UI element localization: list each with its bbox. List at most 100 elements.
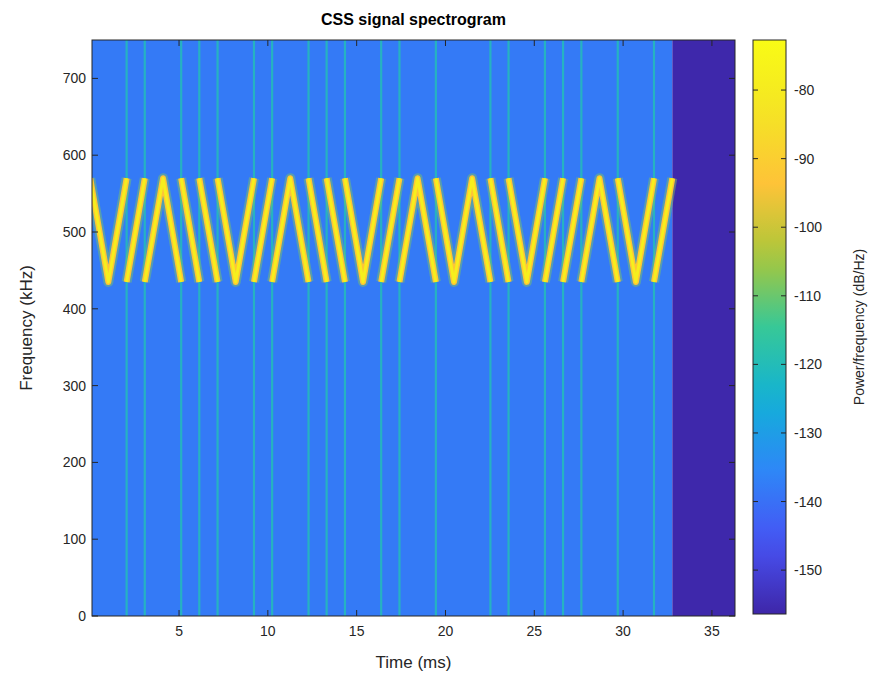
y-tick-label: 100: [63, 531, 87, 547]
colorbar-tick-label: -150: [794, 562, 822, 578]
y-tick: [729, 385, 735, 386]
y-tick: [92, 155, 98, 156]
x-tick: [356, 40, 357, 46]
jump-streak: [126, 40, 128, 616]
jump-streak: [307, 40, 309, 616]
plot-frame: [92, 40, 735, 616]
colorbar-tick: [781, 570, 786, 571]
y-tick: [729, 155, 735, 156]
x-tick-label: 5: [175, 623, 183, 639]
y-tick: [729, 232, 735, 233]
x-tick: [179, 40, 180, 46]
colorbar-tick: [753, 432, 758, 433]
colorbar-tick-label: -100: [794, 219, 822, 235]
x-tick: [711, 610, 712, 616]
y-tick: [92, 539, 98, 540]
y-tick-label: 200: [63, 454, 87, 470]
jump-streak: [544, 40, 546, 616]
y-tick: [729, 539, 735, 540]
colorbar-tick: [753, 158, 758, 159]
y-tick: [92, 385, 98, 386]
x-tick: [356, 610, 357, 616]
x-tick: [179, 610, 180, 616]
x-tick-label: 10: [260, 623, 276, 639]
ridge-glow: [92, 178, 672, 282]
jump-streak: [435, 40, 437, 616]
jump-streak: [180, 40, 182, 616]
colorbar-tick: [753, 501, 758, 502]
x-tick: [267, 40, 268, 46]
x-tick: [623, 610, 624, 616]
colorbar-title: Power/frequency (dB/Hz): [851, 249, 867, 405]
jump-streak: [653, 40, 655, 616]
jump-streak: [198, 40, 200, 616]
y-tick-label: 300: [63, 378, 87, 394]
y-axis-title: Frequency (kHz): [17, 265, 36, 391]
colorbar-tick-label: -140: [794, 494, 822, 510]
y-tick: [92, 78, 98, 79]
colorbar-tick: [753, 295, 758, 296]
colorbar-tick: [781, 158, 786, 159]
colorbar-tick: [781, 227, 786, 228]
colorbar-tick-label: -120: [794, 356, 822, 372]
empty-region: [672, 40, 735, 616]
jump-streak: [216, 40, 218, 616]
colorbar-tick: [753, 90, 758, 91]
x-tick: [534, 40, 535, 46]
jump-streak: [489, 40, 491, 616]
y-tick: [729, 616, 735, 617]
jump-streak: [580, 40, 582, 616]
plot-area: [92, 40, 735, 616]
colorbar-tick: [781, 432, 786, 433]
colorbar: [753, 40, 786, 614]
x-tick: [445, 610, 446, 616]
y-tick: [729, 462, 735, 463]
y-tick: [729, 78, 735, 79]
x-tick-label: 25: [526, 623, 542, 639]
x-tick-label: 35: [704, 623, 720, 639]
x-tick: [267, 610, 268, 616]
x-tick: [623, 40, 624, 46]
y-tick-label: 0: [78, 608, 86, 624]
ridge-glow: [92, 178, 672, 282]
colorbar-tick: [753, 570, 758, 571]
x-tick-label: 15: [349, 623, 365, 639]
jump-streak: [617, 40, 619, 616]
y-tick: [729, 308, 735, 309]
colorbar-tick-label: -90: [794, 151, 814, 167]
x-axis-title: Time (ms): [376, 653, 452, 672]
colorbar-tick: [753, 227, 758, 228]
colorbar-tick: [781, 364, 786, 365]
y-tick-label: 500: [63, 224, 87, 240]
x-tick-label: 20: [438, 623, 454, 639]
chart: 5 10 15 20 25 30 35 0 100 200 300 400 500 600 700 CSS s…: [0, 0, 886, 690]
x-tick: [711, 40, 712, 46]
noise-background: [92, 40, 672, 616]
y-tick: [92, 308, 98, 309]
x-tick: [534, 610, 535, 616]
y-tick: [92, 232, 98, 233]
colorbar-tick: [781, 295, 786, 296]
jump-streak: [562, 40, 564, 616]
chirp-ridge: [92, 178, 672, 282]
jump-streak: [144, 40, 146, 616]
jump-streak: [253, 40, 255, 616]
x-tick-label: 30: [615, 623, 631, 639]
y-tick-label: 700: [63, 70, 87, 86]
jump-streak: [380, 40, 382, 616]
colorbar-tick-label: -110: [794, 288, 821, 304]
jump-streak: [326, 40, 328, 616]
y-tick-label: 600: [63, 147, 87, 163]
colorbar-frame: [753, 40, 786, 614]
x-tick: [445, 40, 446, 46]
colorbar-tick-label: -80: [794, 82, 814, 98]
y-tick: [92, 616, 98, 617]
colorbar-tick: [781, 501, 786, 502]
jump-streak: [271, 40, 273, 616]
colorbar-tick: [781, 90, 786, 91]
colorbar-tick-label: -130: [794, 425, 822, 441]
jump-streak: [398, 40, 400, 616]
title: CSS signal spectrogram: [321, 11, 506, 28]
y-tick-label: 400: [63, 301, 87, 317]
jump-streak: [344, 40, 346, 616]
